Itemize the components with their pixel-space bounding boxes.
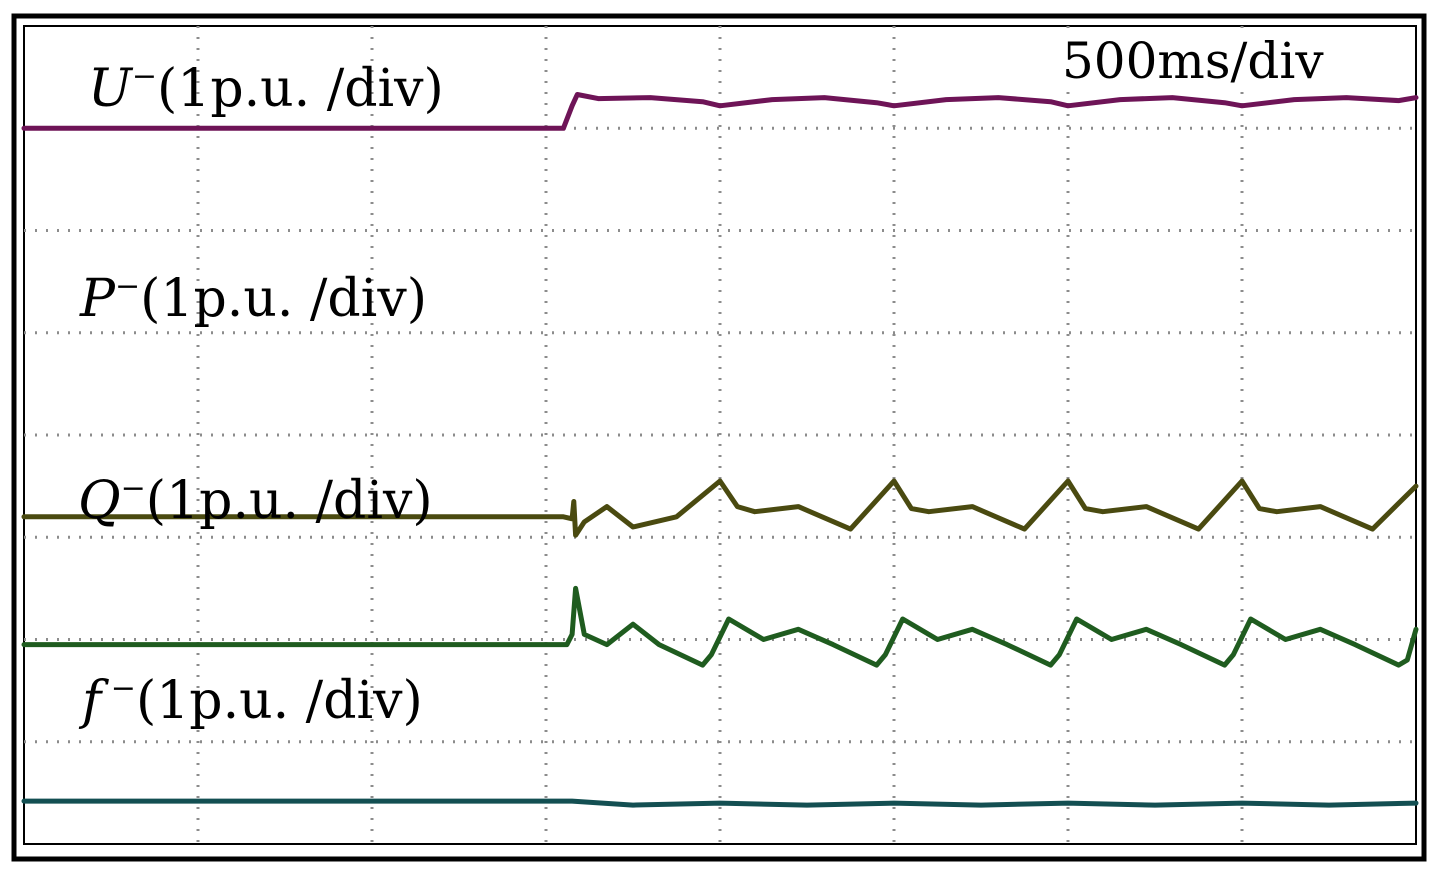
trace-q xyxy=(21,585,1419,668)
f-scale: (1p.u. /div) xyxy=(136,671,423,731)
trace-p xyxy=(21,478,1419,538)
outer-frame xyxy=(11,13,1427,862)
channel-label-f: f −(1p.u. /div) xyxy=(78,671,423,731)
q-superscript: − xyxy=(121,471,146,506)
timebase-label: 500ms/div xyxy=(1062,32,1324,90)
trace-u xyxy=(21,92,1419,131)
q-symbol: Q xyxy=(78,471,121,531)
f-superscript: − xyxy=(101,671,136,706)
channel-label-u: U−(1p.u. /div) xyxy=(88,59,444,119)
u-symbol: U xyxy=(88,59,134,119)
channel-label-q: Q−(1p.u. /div) xyxy=(78,471,433,531)
timebase-backdrop xyxy=(1060,28,1412,84)
q-scale: (1p.u. /div) xyxy=(146,471,433,531)
p-symbol: P xyxy=(79,269,116,329)
p-superscript: − xyxy=(115,269,140,304)
trace-f xyxy=(21,798,1419,808)
p-scale: (1p.u. /div) xyxy=(140,269,427,329)
channel-label-p: P−(1p.u. /div) xyxy=(79,269,427,329)
traces xyxy=(21,92,1419,808)
u-scale: (1p.u. /div) xyxy=(157,59,444,119)
u-superscript: − xyxy=(132,59,157,94)
